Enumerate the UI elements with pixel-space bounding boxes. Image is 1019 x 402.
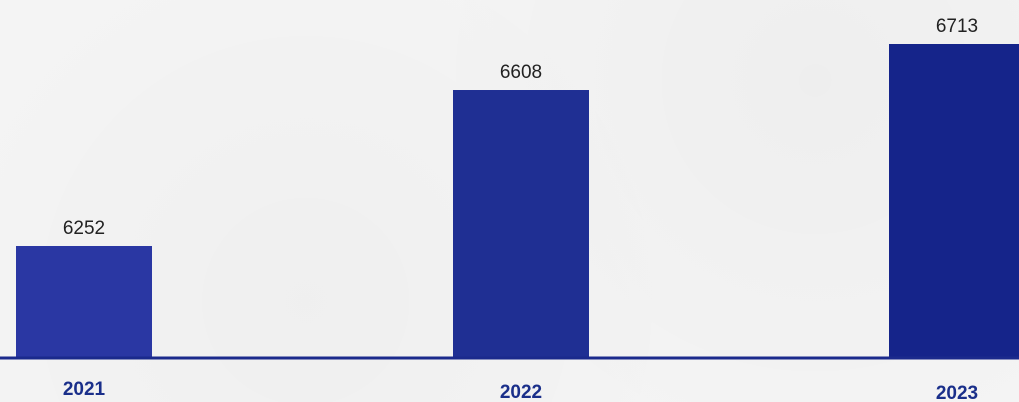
value-label-2021: 6252 [63,218,105,239]
value-label-2022: 6608 [500,62,542,83]
value-label-2023: 6713 [936,16,978,37]
bars-group [16,44,1019,358]
category-label-2021: 2021 [63,379,106,400]
category-labels-group: 2021 2022 2023 [63,379,978,402]
category-label-2023: 2023 [936,383,978,402]
bar-2021 [16,246,152,357]
value-labels-group: 6252 6608 6713 [63,16,978,239]
bar-2023 [889,44,1019,357]
category-label-2022: 2022 [500,382,542,402]
bar-2022 [453,90,589,358]
